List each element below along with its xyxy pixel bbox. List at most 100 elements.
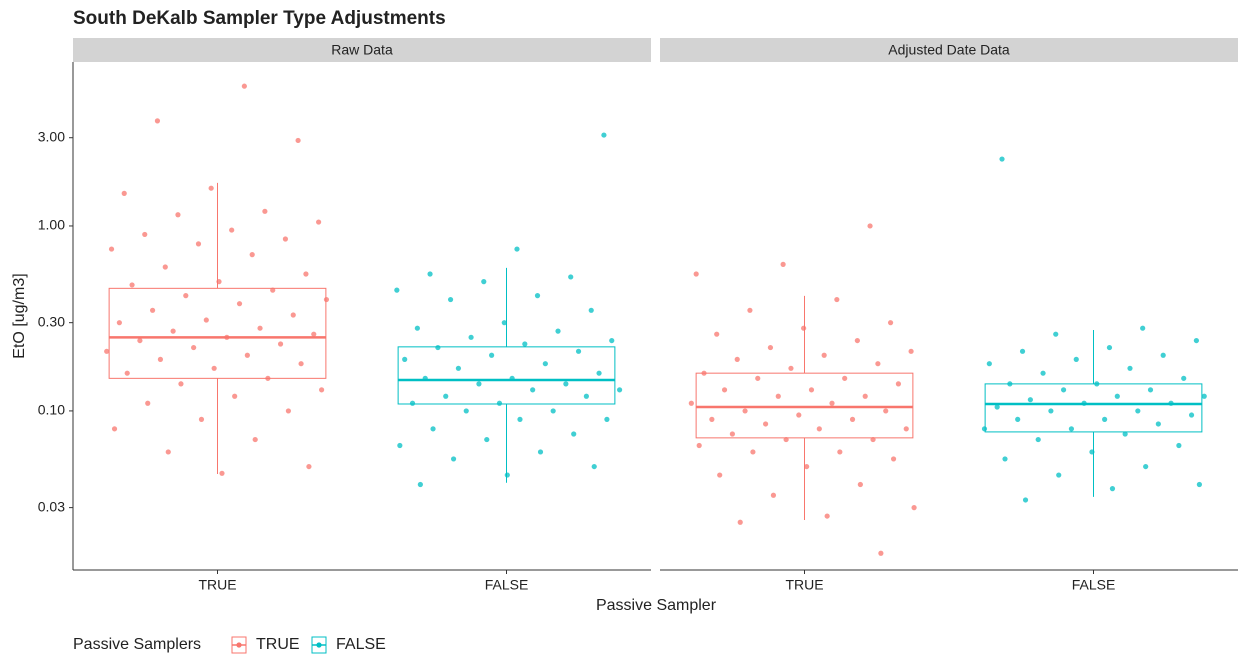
y-tick-label: 0.10 — [38, 402, 65, 418]
point — [249, 252, 255, 258]
point — [986, 361, 992, 367]
point — [575, 348, 582, 354]
point — [195, 241, 202, 247]
point — [849, 416, 856, 422]
point — [175, 212, 181, 218]
point — [750, 449, 756, 455]
point — [842, 375, 848, 381]
point — [737, 519, 743, 525]
point — [430, 426, 436, 432]
point — [319, 387, 325, 393]
point — [116, 320, 122, 326]
point — [514, 246, 520, 252]
point — [591, 463, 597, 470]
point — [701, 370, 707, 376]
point — [178, 381, 184, 387]
point — [1089, 449, 1095, 455]
point — [714, 331, 720, 337]
point — [568, 274, 574, 280]
legend-key — [316, 642, 322, 648]
point — [191, 344, 197, 351]
point — [530, 387, 536, 393]
point — [1109, 486, 1116, 492]
point — [887, 320, 894, 326]
point — [1193, 337, 1200, 344]
point — [211, 365, 217, 371]
point — [775, 393, 781, 399]
point — [270, 287, 276, 293]
point — [796, 412, 802, 418]
point — [601, 132, 607, 138]
point — [447, 296, 454, 303]
point — [145, 400, 151, 406]
point — [232, 393, 238, 399]
point — [1053, 331, 1059, 337]
point — [142, 231, 148, 238]
point — [1155, 421, 1161, 427]
point — [878, 550, 884, 556]
point — [767, 344, 774, 351]
point — [1015, 416, 1021, 422]
point — [981, 426, 988, 432]
point — [1002, 456, 1008, 462]
point — [455, 365, 462, 371]
point — [604, 416, 610, 422]
box — [984, 383, 1203, 433]
point — [1060, 387, 1067, 393]
point — [709, 416, 715, 422]
y-tick-label: 3.00 — [38, 128, 65, 144]
point — [734, 356, 740, 362]
point — [229, 227, 235, 233]
point — [994, 404, 1000, 410]
point — [157, 356, 164, 362]
point — [121, 190, 127, 196]
point — [265, 375, 271, 381]
point — [537, 449, 544, 455]
point — [999, 156, 1005, 162]
point — [1176, 442, 1182, 449]
point — [108, 246, 115, 252]
point — [137, 337, 143, 344]
point — [1106, 344, 1113, 351]
point — [397, 442, 403, 449]
point — [165, 449, 171, 455]
point — [542, 361, 548, 367]
point — [829, 400, 835, 406]
point — [755, 375, 761, 381]
point — [857, 481, 863, 488]
point — [688, 400, 694, 406]
point — [484, 436, 490, 443]
point — [262, 208, 268, 214]
point — [501, 320, 507, 326]
point — [224, 334, 230, 340]
point — [236, 301, 243, 307]
point — [1035, 436, 1041, 443]
point — [1181, 375, 1187, 381]
point — [111, 426, 118, 432]
point — [1201, 393, 1207, 399]
point — [770, 492, 777, 498]
point — [1073, 356, 1079, 362]
point — [295, 137, 301, 144]
box — [108, 287, 327, 379]
point — [875, 361, 881, 367]
point — [303, 271, 309, 277]
point — [277, 341, 284, 347]
point — [555, 328, 561, 334]
point — [1127, 365, 1133, 371]
y-tick-label: 0.30 — [38, 313, 65, 329]
point — [1007, 381, 1013, 387]
x-tick-label: TRUE — [785, 577, 823, 593]
point — [1056, 472, 1062, 478]
point — [129, 282, 135, 288]
legend-label: FALSE — [336, 636, 386, 653]
point — [162, 264, 168, 270]
y-axis-label: EtO [ug/m3] — [11, 273, 28, 358]
point — [450, 456, 457, 462]
point — [834, 296, 840, 303]
point — [435, 344, 441, 351]
point — [1196, 481, 1202, 488]
point — [903, 426, 909, 432]
point — [783, 436, 789, 443]
point — [208, 185, 214, 191]
